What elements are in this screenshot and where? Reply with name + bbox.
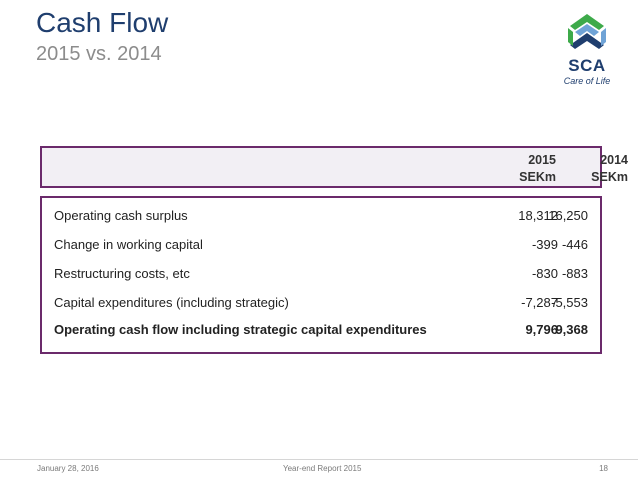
value-2015: 18,312 (518, 208, 558, 223)
row-label: Change in working capital (54, 237, 203, 252)
table-row-total: Operating cash flow including strategic … (42, 320, 600, 340)
value-2014: -883 (561, 266, 588, 281)
sca-logo: SCA Care of Life (552, 12, 622, 96)
table-row: Change in working capital -399 -446 (42, 235, 600, 255)
value-2014: 16,250 (548, 208, 588, 223)
table-row: Capital expenditures (including strategi… (42, 293, 600, 313)
column-unit: SEKm (519, 170, 556, 184)
footer-report-title: Year-end Report 2015 (283, 464, 362, 473)
page-number: 18 (599, 464, 608, 473)
column-header-2014: 2014 SEKm (568, 152, 628, 186)
value-2014: 9,368 (555, 322, 588, 337)
slide-title: Cash Flow (36, 7, 169, 38)
table-row: Operating cash surplus 18,312 16,250 (42, 206, 600, 226)
row-label: Capital expenditures (including strategi… (54, 295, 289, 310)
table-row: Restructuring costs, etc -830 -883 (42, 264, 600, 284)
sca-emblem-icon (568, 14, 606, 49)
value-2014: -446 (561, 237, 588, 252)
footer-date: January 28, 2016 (37, 464, 99, 473)
row-label: Operating cash surplus (54, 208, 188, 223)
slide-subtitle: 2015 vs. 2014 (36, 43, 162, 65)
row-label: Restructuring costs, etc (54, 266, 190, 281)
value-2015: -399 (531, 237, 558, 252)
column-unit: SEKm (591, 170, 628, 184)
value-2014: -5,553 (551, 295, 588, 310)
logo-tagline: Care of Life (563, 76, 611, 86)
footer-divider (0, 459, 638, 460)
table-header: 2015 SEKm 2014 SEKm (40, 146, 628, 188)
column-header-2015: 2015 SEKm (496, 152, 556, 186)
logo-wordmark: SCA (568, 56, 606, 75)
row-label: Operating cash flow including strategic … (54, 322, 427, 337)
cash-flow-table: Operating cash surplus 18,312 16,250 Cha… (40, 196, 602, 354)
value-2015: 9,796 (525, 322, 558, 337)
value-2015: -830 (531, 266, 558, 281)
column-year: 2014 (600, 153, 628, 167)
value-2015: -7,287 (521, 295, 558, 310)
column-year: 2015 (528, 153, 556, 167)
